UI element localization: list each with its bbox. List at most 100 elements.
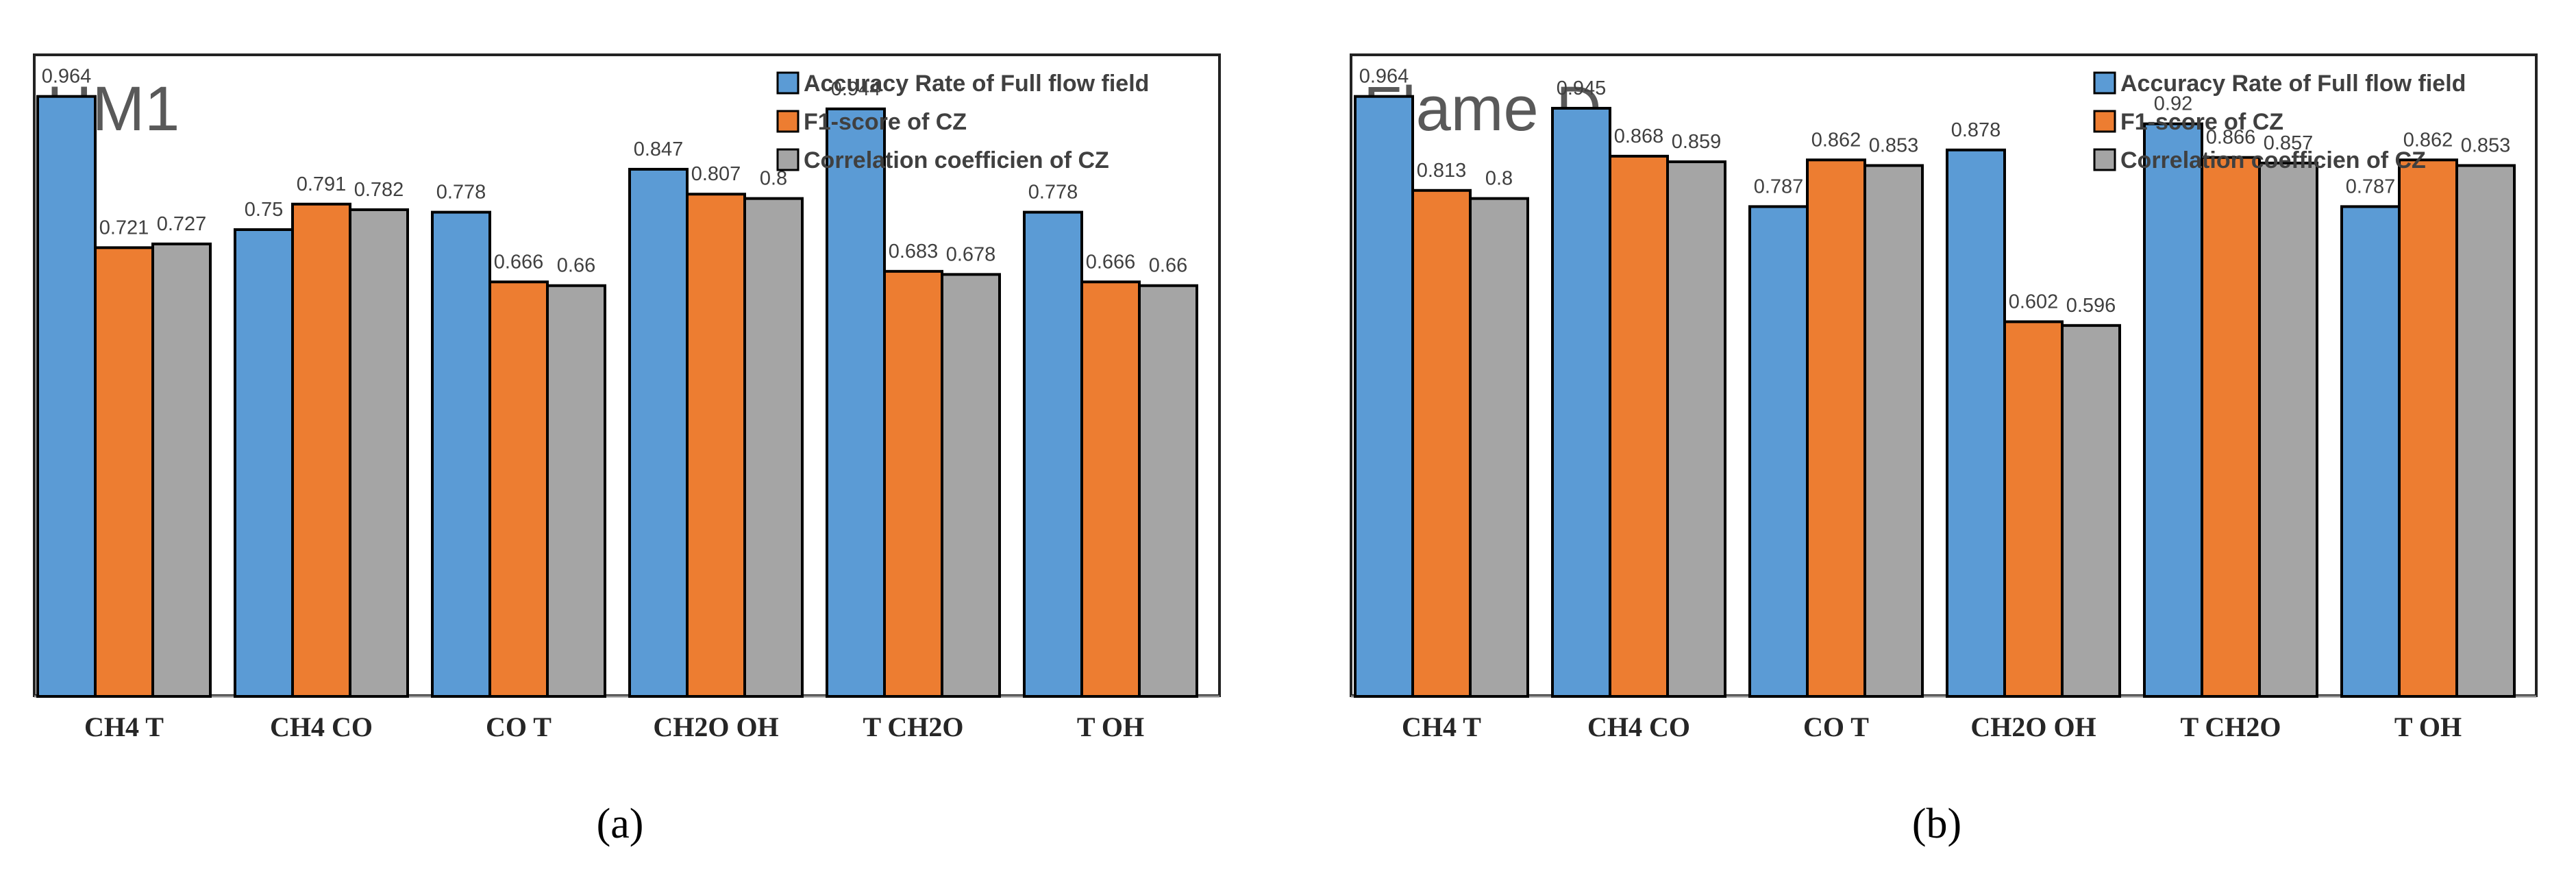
data-label: 0.8 [1485,168,1513,190]
data-label: 0.787 [1754,175,1804,197]
legend-label: Correlation coefficien of CZ [804,147,1109,173]
bar [1354,95,1414,698]
x-tick-label: T OH [2394,711,2462,742]
data-label: 0.727 [157,213,207,235]
bar [151,242,212,698]
legend-swatch [776,71,800,95]
data-label: 0.878 [1951,119,2001,141]
bar [1748,205,1809,698]
bar [1138,284,1198,698]
data-label: 0.787 [2346,175,2396,197]
bar [94,246,154,698]
x-tick-label: T CH2O [2180,711,2281,742]
data-label: 0.791 [297,173,347,195]
x-tick-label: CO T [486,711,552,742]
data-label: 0.813 [1417,160,1467,182]
bar [686,193,746,698]
bar [349,208,409,698]
data-label: 0.778 [1028,182,1078,204]
data-label: 0.859 [1672,131,1722,153]
bar [2061,324,2121,698]
bar [1806,158,1866,698]
x-tick-label: CH2O OH [653,711,778,742]
data-label: 0.75 [245,199,283,221]
bar [234,228,294,698]
data-label: 0.857 [2264,132,2314,154]
bar [1863,164,1924,698]
data-label: 0.721 [99,217,149,239]
bar [1551,106,1611,698]
bar [1946,148,2006,698]
bar [36,95,97,698]
data-label: 0.602 [2009,291,2059,313]
bar [1666,160,1726,698]
panel-label: (b) [1912,801,1961,847]
legend-label: F1-score of CZ [2120,109,2283,135]
data-label: 0.66 [557,255,595,277]
bar [826,107,886,698]
data-label: 0.847 [634,138,684,160]
data-label: 0.944 [831,78,881,100]
bar [2455,164,2516,698]
data-label: 0.866 [2206,127,2256,149]
legend-swatch [776,110,800,133]
x-tick-label: CH4 CO [1587,711,1690,742]
legend-label: Correlation coefficien of CZ [2120,147,2426,173]
data-label: 0.678 [946,243,996,265]
bar [1609,154,1669,698]
x-tick-label: CO T [1803,711,1869,742]
bar [628,167,689,698]
bar [1411,188,1472,698]
x-tick-label: CH4 T [1402,711,1481,742]
x-tick-label: T OH [1077,711,1144,742]
data-label: 0.945 [1557,77,1607,99]
data-label: 0.596 [2066,295,2116,317]
data-label: 0.778 [436,182,486,204]
bar [1469,197,1529,698]
data-label: 0.683 [889,241,939,263]
x-tick-label: CH2O OH [1970,711,2096,742]
bar [546,284,606,698]
bar [1080,280,1141,698]
bar [2201,156,2261,698]
legend-swatch [2093,71,2116,95]
legend-swatch [776,148,800,171]
panel-label: (a) [597,801,644,847]
data-label: 0.666 [1086,251,1136,273]
bar [488,280,549,698]
data-label: 0.964 [42,66,92,88]
legend-label: Accuracy Rate of Full flow field [804,71,1149,97]
bar [291,202,351,698]
bar [2003,320,2064,698]
data-label: 0.868 [1614,125,1664,147]
data-label: 0.807 [691,163,741,185]
data-label: 0.666 [494,251,544,273]
data-label: 0.853 [1869,134,1919,156]
data-label: 0.862 [2403,129,2453,151]
legend-label: Accuracy Rate of Full flow field [2120,71,2466,97]
bar [883,269,943,698]
bar [2143,122,2203,698]
data-label: 0.8 [760,168,787,190]
data-label: 0.862 [1811,129,1861,151]
data-label: 0.853 [2461,134,2511,156]
x-tick-label: T CH2O [863,711,963,742]
bar [941,273,1001,698]
legend-swatch [2093,110,2116,133]
data-label: 0.782 [354,179,404,201]
bar [1023,210,1083,698]
x-tick-label: CH4 CO [270,711,373,742]
legend-label: F1-score of CZ [804,109,967,135]
x-tick-label: CH4 T [84,711,164,742]
bar [743,197,804,698]
bar [2340,205,2401,698]
data-label: 0.66 [1149,255,1187,277]
data-label: 0.964 [1359,66,1409,88]
legend-swatch [2093,148,2116,171]
bar [2398,158,2458,698]
bar [2258,161,2318,698]
bar [431,210,491,698]
